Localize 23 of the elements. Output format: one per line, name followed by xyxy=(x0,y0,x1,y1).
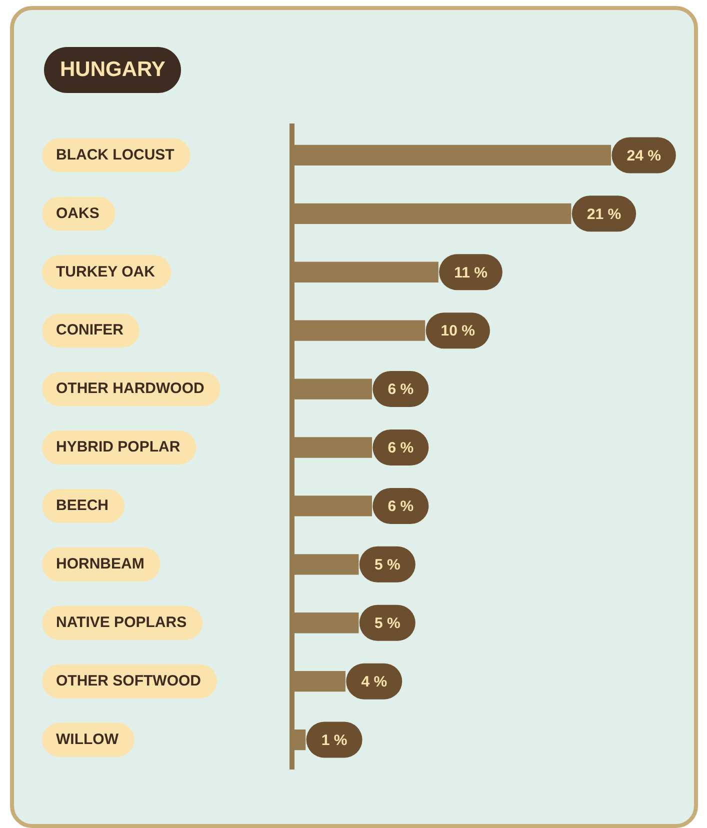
data-label: 6 % xyxy=(388,381,414,398)
y-tick-label: OTHER HARDWOOD xyxy=(56,380,204,398)
data-label: 11 % xyxy=(454,264,488,282)
y-tick-label: NATIVE POPLARS xyxy=(56,614,187,632)
data-label: 5 % xyxy=(374,615,400,632)
data-label: 1 % xyxy=(321,732,348,749)
data-label: 21 % xyxy=(586,206,622,223)
y-tick-label: BLACK LOCUST xyxy=(56,146,174,164)
y-tick-label: HORNBEAM xyxy=(56,556,144,573)
y-tick-label: OTHER SOFTWOOD xyxy=(56,672,202,690)
data-label: 10 % xyxy=(440,322,475,340)
data-label: 6 % xyxy=(388,440,414,457)
y-tick-label: HYBRID POPLAR xyxy=(56,438,180,456)
data-label: 24 % xyxy=(626,147,661,164)
data-label: 5 % xyxy=(374,556,400,574)
y-tick-label: TURKEY OAK xyxy=(56,263,156,280)
y-tick-label: WILLOW xyxy=(56,730,120,748)
y-tick-label: CONIFER xyxy=(56,322,124,339)
text: HUNGARY xyxy=(44,47,182,93)
y-tick-label: OAKS xyxy=(56,204,100,222)
y-tick-label: BEECH xyxy=(56,497,109,514)
data-label: 6 % xyxy=(388,498,414,516)
data-label: 4 % xyxy=(361,673,388,690)
